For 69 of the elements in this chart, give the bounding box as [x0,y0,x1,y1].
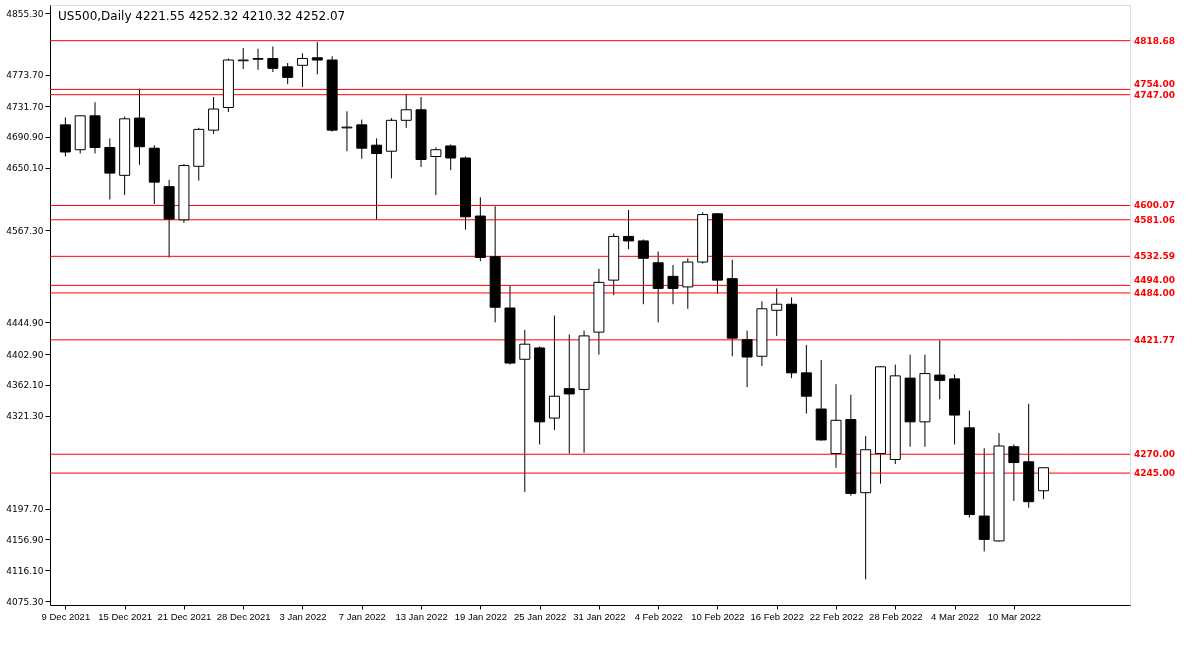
x-tick-label: 15 Dec 2021 [98,610,153,622]
x-tick-label: 16 Feb 2022 [750,610,804,622]
candlestick [400,93,412,129]
chart-title: US500,Daily 4221.55 4252.32 4210.32 4252.07 [58,9,346,23]
y-tick-label: 4773.70 [6,70,44,81]
y-tick-label: 4075.30 [6,596,44,607]
candlestick [237,47,249,70]
y-tick-label: 4362.10 [6,380,44,391]
candlestick [1008,443,1020,502]
candlestick [267,45,279,73]
x-tick-label: 25 Jan 2022 [513,610,567,622]
y-tick-label: 4321.30 [6,411,44,422]
x-tick-label: 10 Feb 2022 [691,610,745,622]
y-tick-label: 4731.70 [6,101,44,112]
ref-line-label: 4581.06 [1134,214,1175,225]
candlestick [371,137,383,221]
y-tick-label: 4855.30 [6,8,44,19]
y-tick-label: 4116.10 [6,565,44,576]
x-tick-label: 3 Jan 2022 [279,610,327,622]
candlestick [934,339,946,400]
ref-line-label: 4494.00 [1134,275,1175,286]
candlestick [252,48,264,71]
candlestick [356,119,368,160]
candlestick [296,52,308,88]
candlestick [623,209,635,250]
candlestick [430,146,442,196]
ref-line-label: 4484.00 [1134,287,1175,298]
ref-line-label: 4600.07 [1134,200,1175,211]
x-tick-label: 13 Jan 2022 [395,610,448,622]
candlestick [519,329,531,493]
x-tick-label: 31 Jan 2022 [573,610,626,622]
y-tick-label: 4567.30 [6,225,44,236]
x-tick-label: 22 Feb 2022 [809,610,864,622]
x-tick-label: 4 Feb 2022 [634,610,683,622]
candlestick [445,143,457,171]
x-tick-label: 21 Dec 2021 [157,610,212,622]
y-tick-label: 4650.10 [6,163,44,174]
candlestick [771,287,783,337]
candlestick [1037,467,1049,500]
candlestick [667,264,679,305]
ref-line-label: 4532.59 [1134,251,1175,262]
ref-line-label: 4245.00 [1134,468,1175,479]
y-tick-label: 4197.70 [6,504,44,515]
candlestick [208,96,220,135]
x-tick-label: 10 Mar 2022 [987,610,1042,622]
x-tick-label: 7 Jan 2022 [338,610,386,622]
candlestick [800,344,812,415]
candlestick [311,41,323,75]
y-tick-label: 4402.90 [6,349,44,360]
x-tick-label: 19 Jan 2022 [454,610,507,622]
candlestick [637,238,649,305]
ref-line-label: 4818.68 [1134,35,1175,46]
candlestick [978,447,990,552]
ref-line-label: 4421.77 [1134,334,1175,345]
ref-line-label: 4270.00 [1134,449,1175,460]
y-tick-label: 4444.90 [6,317,44,328]
x-tick-label: 4 Mar 2022 [931,610,980,622]
x-tick-label: 28 Feb 2022 [869,610,923,622]
candlestick [341,110,353,152]
y-tick-label: 4690.90 [6,132,44,143]
candlestick [282,62,294,85]
x-tick-label: 28 Dec 2021 [216,610,271,622]
candlestick [548,315,560,431]
x-tick-label: 9 Dec 2021 [41,610,91,622]
candlestick [741,330,753,388]
y-tick-label: 4156.90 [6,535,44,545]
ref-line-label: 4754.00 [1134,79,1175,90]
candlestick [563,333,575,454]
ref-line-label: 4747.00 [1134,89,1175,100]
